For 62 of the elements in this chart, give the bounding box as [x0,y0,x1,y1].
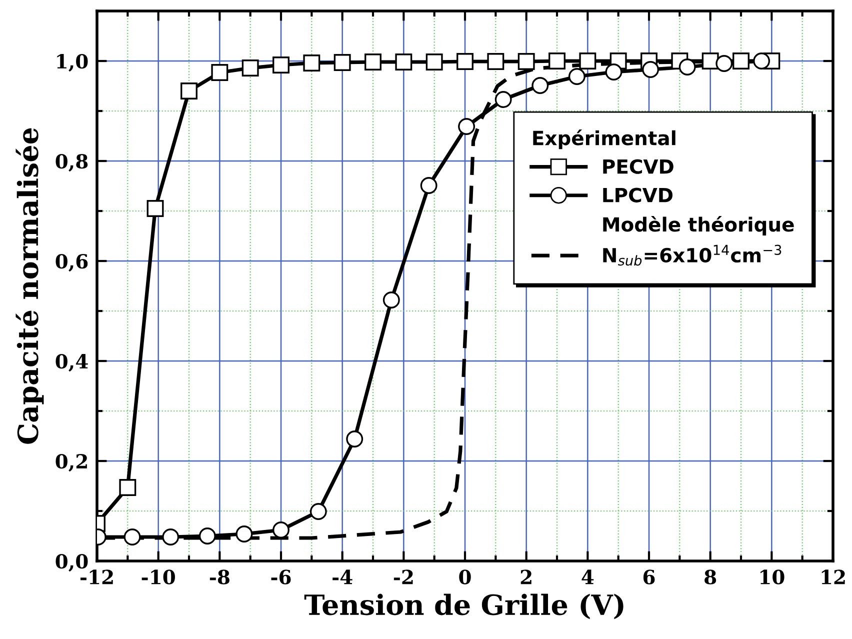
point [518,53,535,70]
point [579,52,596,70]
point [420,177,438,194]
legend-label: PECVD [603,159,674,174]
point [456,53,474,70]
x-tick-label: 12 [822,570,845,584]
x-tick-label: -12 [80,570,113,584]
point [310,503,327,520]
y-axis-title: Capacité normalisée [16,128,44,444]
point [211,64,228,81]
x-tick-label: 8 [704,570,716,584]
x-tick-label: -8 [210,570,230,584]
x-tick-label: -2 [394,570,413,584]
point [678,58,696,76]
x-tick-label: 10 [760,570,784,584]
point [242,60,259,76]
point [753,52,770,70]
y-tick-label: 1,0 [57,54,88,72]
point [395,54,412,70]
point [236,526,253,542]
x-tick-label: 6 [643,570,655,584]
point [568,68,586,85]
point [605,64,622,80]
point [382,292,400,308]
point [548,52,566,70]
y-tick-label: 0,4 [56,354,88,372]
point [487,53,504,70]
point [198,528,216,544]
x-tick-label: 2 [520,570,532,584]
point [124,528,141,546]
y-tick-label: 0,8 [56,154,88,172]
point [642,61,660,78]
point [702,52,719,70]
annotation: Modèle théorique [603,216,794,236]
point [732,52,750,70]
x-tick-label: -4 [332,570,352,584]
point [426,54,443,70]
x-tick-label: 0 [459,570,471,584]
x-tick-label: 4 [582,570,594,584]
x-tick-label: -6 [271,570,291,584]
point [146,200,164,217]
point [334,54,351,71]
point [716,55,733,72]
point [532,77,549,94]
point [494,91,512,108]
legend-title: Expérimental [533,130,676,150]
point [180,82,198,100]
y-tick-label: 0,6 [56,254,88,272]
point [458,118,476,135]
legend-label: N$_{sub}$=6x10$^{14}$cm$^{−3}$ [603,244,782,266]
point [162,528,180,546]
y-tick-label: 0,0 [56,554,88,572]
legend-label: LPCVD [603,188,672,202]
point [346,430,364,448]
point [119,479,136,496]
point [272,522,290,538]
y-tick-label: 0,2 [56,454,87,472]
x-tick-label: -10 [142,570,175,584]
point [364,54,382,70]
x-axis-title: Tension de Grille (V) [304,594,624,620]
point [303,54,320,72]
point [272,56,290,74]
